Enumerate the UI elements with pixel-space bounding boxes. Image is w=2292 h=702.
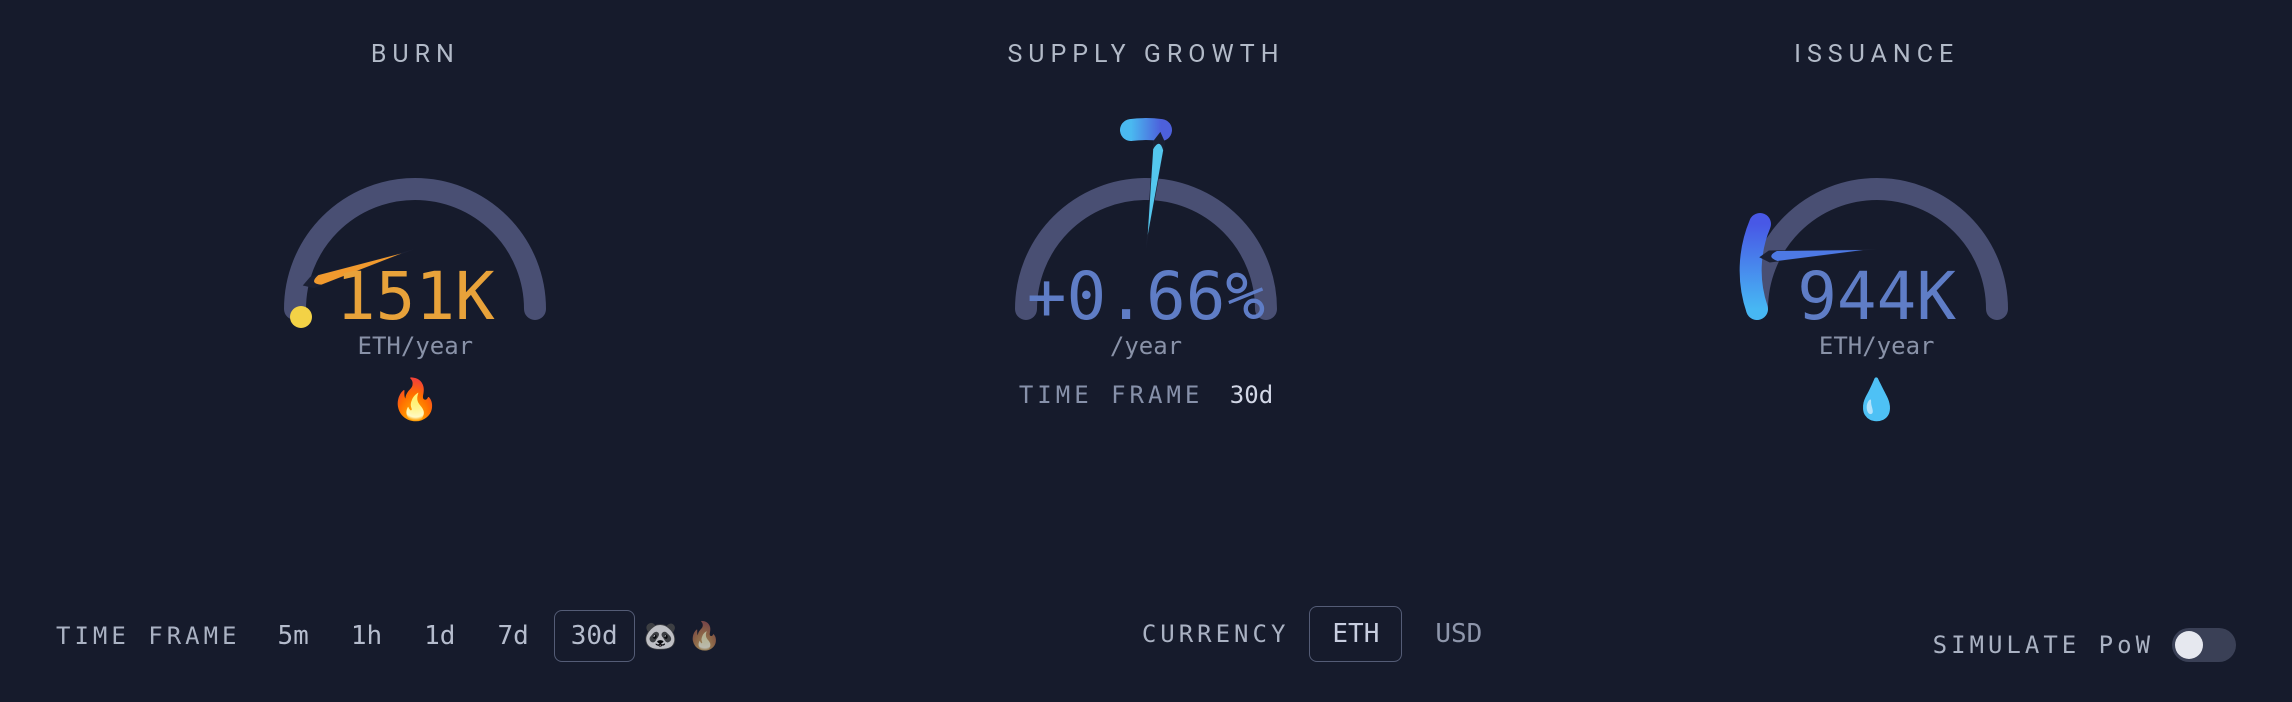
supply-gauge: +0.66% /year xyxy=(966,99,1326,359)
issuance-title: ISSUANCE xyxy=(1794,40,1959,69)
flame-icon[interactable]: 🔥 xyxy=(687,618,723,654)
currency-buttons: ETH USD xyxy=(1309,606,1505,662)
issuance-value: 944K xyxy=(1697,264,2057,330)
burn-title: BURN xyxy=(371,40,460,69)
burn-panel: BURN 151K ETH/year 🔥 TIME FRAME 5m 1h 1d… xyxy=(50,40,781,662)
cur-eth[interactable]: ETH xyxy=(1309,606,1402,662)
issuance-controls: SIMULATE PoW xyxy=(1511,628,2242,662)
tf-1h[interactable]: 1h xyxy=(334,610,399,662)
issuance-panel: ISSUANCE 944K ETH/year 💧 SIMULATE PoW xyxy=(1511,40,2242,662)
issuance-unit: ETH/year xyxy=(1697,332,2057,360)
supply-unit: /year xyxy=(966,332,1326,360)
tf-1d[interactable]: 1d xyxy=(407,610,472,662)
supply-controls: CURRENCY ETH USD xyxy=(781,606,1512,662)
drop-icon: 💧 xyxy=(1697,376,2057,423)
tf-5m[interactable]: 5m xyxy=(261,610,326,662)
timeframe-label: TIME FRAME xyxy=(56,622,241,650)
tf-7d[interactable]: 7d xyxy=(480,610,545,662)
tf-30d[interactable]: 30d xyxy=(554,610,635,662)
supply-panel: SUPPLY GROWTH +0.66% /year TIME FRAME 30… xyxy=(781,40,1512,662)
burn-controls: TIME FRAME 5m 1h 1d 7d 30d 🐼 🔥 xyxy=(50,610,781,662)
timeframe-buttons: 5m 1h 1d 7d 30d 🐼 🔥 xyxy=(261,610,723,662)
burn-unit: ETH/year xyxy=(235,332,595,360)
panda-icon[interactable]: 🐼 xyxy=(643,618,679,654)
currency-label: CURRENCY xyxy=(1142,620,1290,648)
fire-icon: 🔥 xyxy=(235,376,595,423)
issuance-gauge: 944K ETH/year 💧 xyxy=(1697,99,2057,359)
burn-value: 151K xyxy=(235,264,595,330)
simulate-label: SIMULATE PoW xyxy=(1933,631,2154,659)
supply-value: +0.66% xyxy=(966,264,1326,330)
simulate-pow-toggle[interactable] xyxy=(2172,628,2236,662)
supply-title: SUPPLY GROWTH xyxy=(1007,40,1284,69)
cur-usd[interactable]: USD xyxy=(1412,606,1505,662)
burn-gauge: 151K ETH/year 🔥 xyxy=(235,99,595,359)
